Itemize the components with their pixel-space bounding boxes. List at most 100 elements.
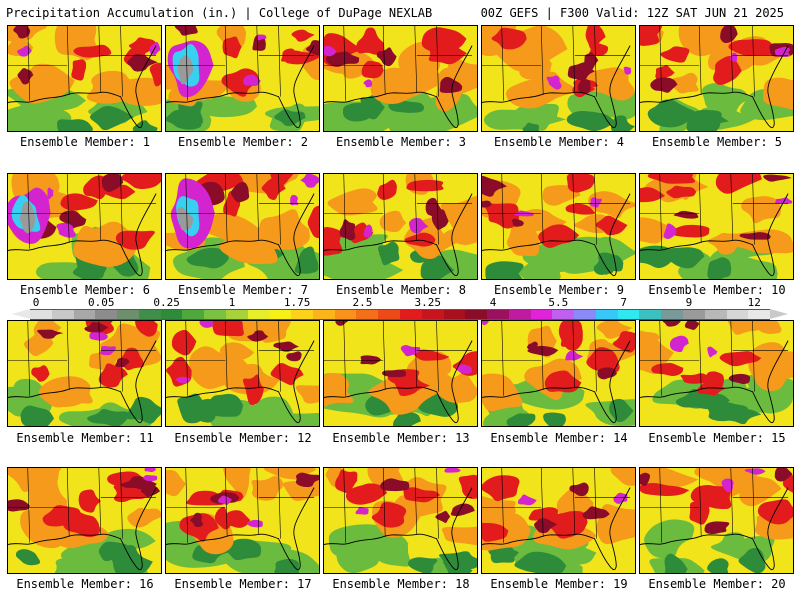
colorbar-swatch: [400, 310, 422, 319]
colorbar-tick-label: 0.05: [88, 296, 115, 309]
precip-map: [482, 468, 635, 573]
colorbar-swatch: [160, 310, 183, 319]
ensemble-map: [7, 25, 162, 132]
ensemble-map: [323, 25, 478, 132]
precip-map: [166, 321, 319, 426]
ensemble-member-label: Ensemble Member: 12: [174, 431, 312, 445]
ensemble-map: [7, 467, 162, 574]
ensemble-map: [323, 467, 478, 574]
colorbar-tick-label: 3.25: [414, 296, 442, 309]
colorbar-tick-label: 5.5: [548, 296, 569, 309]
colorbar-tick-label: 0: [32, 296, 40, 309]
colorbar-tick-label: 12: [747, 296, 761, 309]
colorbar-swatch: [552, 310, 575, 319]
ensemble-member-label: Ensemble Member: 6: [19, 283, 151, 297]
precip-map: [640, 468, 793, 573]
colorbar-tick-label: 7: [620, 296, 627, 309]
colorbar-swatch: [748, 310, 771, 319]
colorbar-swatch: [378, 310, 401, 319]
ensemble-map: [639, 25, 794, 132]
ensemble-map: [165, 320, 320, 427]
colorbar-right-arrow: [770, 309, 788, 319]
ensemble-member-label: Ensemble Member: 16: [16, 577, 154, 591]
colorbar-left-arrow: [12, 309, 30, 319]
ensemble-map: [7, 173, 162, 280]
colorbar-swatch: [51, 310, 74, 319]
precip-map: [640, 174, 793, 279]
ensemble-map: [165, 467, 320, 574]
colorbar-swatch: [95, 310, 118, 319]
precip-map: [482, 26, 635, 131]
precip-map: [8, 468, 161, 573]
ensemble-member-label: Ensemble Member: 11: [16, 431, 154, 445]
colorbar-swatch: [508, 310, 531, 319]
ensemble-map: [165, 25, 320, 132]
ensemble-map: [165, 173, 320, 280]
ensemble-member-label: Ensemble Member: 9: [493, 283, 625, 297]
ensemble-member-label: Ensemble Member: 7: [177, 283, 309, 297]
ensemble-map: [481, 467, 636, 574]
ensemble-member-label: Ensemble Member: 13: [332, 431, 470, 445]
precip-map: [166, 174, 319, 279]
colorbar-swatch: [726, 310, 749, 319]
colorbar-swatch: [530, 310, 553, 319]
colorbar-tick-label: 9: [685, 296, 693, 309]
colorbar-tick-label: 0.25: [153, 296, 180, 309]
colorbar-tick-label: 1.75: [283, 296, 311, 309]
colorbar-swatch: [704, 310, 727, 319]
colorbar-swatch: [661, 310, 683, 319]
precip-map: [8, 26, 161, 131]
colorbar-swatch: [617, 310, 640, 319]
ensemble-member-label: Ensemble Member: 10: [648, 283, 786, 297]
colorbar-swatch: [73, 310, 96, 319]
ensemble-member-label: Ensemble Member: 14: [490, 431, 628, 445]
ensemble-map: [481, 173, 636, 280]
ensemble-map: [481, 25, 636, 132]
precip-map: [324, 321, 477, 426]
ensemble-member-label: Ensemble Member: 1: [19, 135, 151, 149]
model-run-info: 00Z GEFS | F300 Valid: 12Z SAT JUN 21 20…: [480, 6, 784, 20]
ensemble-member-label: Ensemble Member: 19: [490, 577, 628, 591]
ensemble-map: [639, 173, 794, 280]
precip-map: [8, 174, 161, 279]
precip-map: [166, 468, 319, 573]
colorbar-swatch: [334, 310, 357, 319]
ensemble-map: [323, 173, 478, 280]
precip-map: [324, 174, 477, 279]
colorbar-swatch: [682, 310, 705, 319]
colorbar-swatch: [247, 310, 270, 319]
colorbar-swatch: [204, 310, 226, 319]
colorbar-swatch: [595, 310, 618, 319]
colorbar-swatch: [312, 310, 335, 319]
colorbar-swatch: [117, 310, 139, 319]
colorbar-swatch: [356, 310, 379, 319]
colorbar-swatch: [443, 310, 466, 319]
ensemble-map: [323, 320, 478, 427]
colorbar-tick-label: 1: [228, 296, 236, 309]
colorbar: [30, 309, 771, 320]
ensemble-map: [481, 320, 636, 427]
colorbar-swatch: [225, 310, 248, 319]
ensemble-member-label: Ensemble Member: 5: [651, 135, 783, 149]
ensemble-member-label: Ensemble Member: 20: [648, 577, 786, 591]
precip-map: [324, 468, 477, 573]
ensemble-map: [7, 320, 162, 427]
ensemble-member-label: Ensemble Member: 15: [648, 431, 786, 445]
colorbar-tick-label: 4: [489, 296, 497, 309]
ensemble-map: [639, 320, 794, 427]
colorbar-swatch: [138, 310, 161, 319]
ensemble-member-label: Ensemble Member: 2: [177, 135, 309, 149]
precip-map: [640, 26, 793, 131]
colorbar-swatch: [269, 310, 292, 319]
colorbar-swatch: [487, 310, 509, 319]
colorbar-swatch: [30, 310, 52, 319]
ensemble-member-label: Ensemble Member: 3: [335, 135, 467, 149]
colorbar-swatch: [291, 310, 313, 319]
ensemble-member-label: Ensemble Member: 17: [174, 577, 312, 591]
precip-map: [8, 321, 161, 426]
ensemble-member-label: Ensemble Member: 4: [493, 135, 625, 149]
ensemble-member-label: Ensemble Member: 8: [335, 283, 467, 297]
precip-map: [482, 321, 635, 426]
precip-map: [482, 174, 635, 279]
colorbar-swatch: [421, 310, 444, 319]
